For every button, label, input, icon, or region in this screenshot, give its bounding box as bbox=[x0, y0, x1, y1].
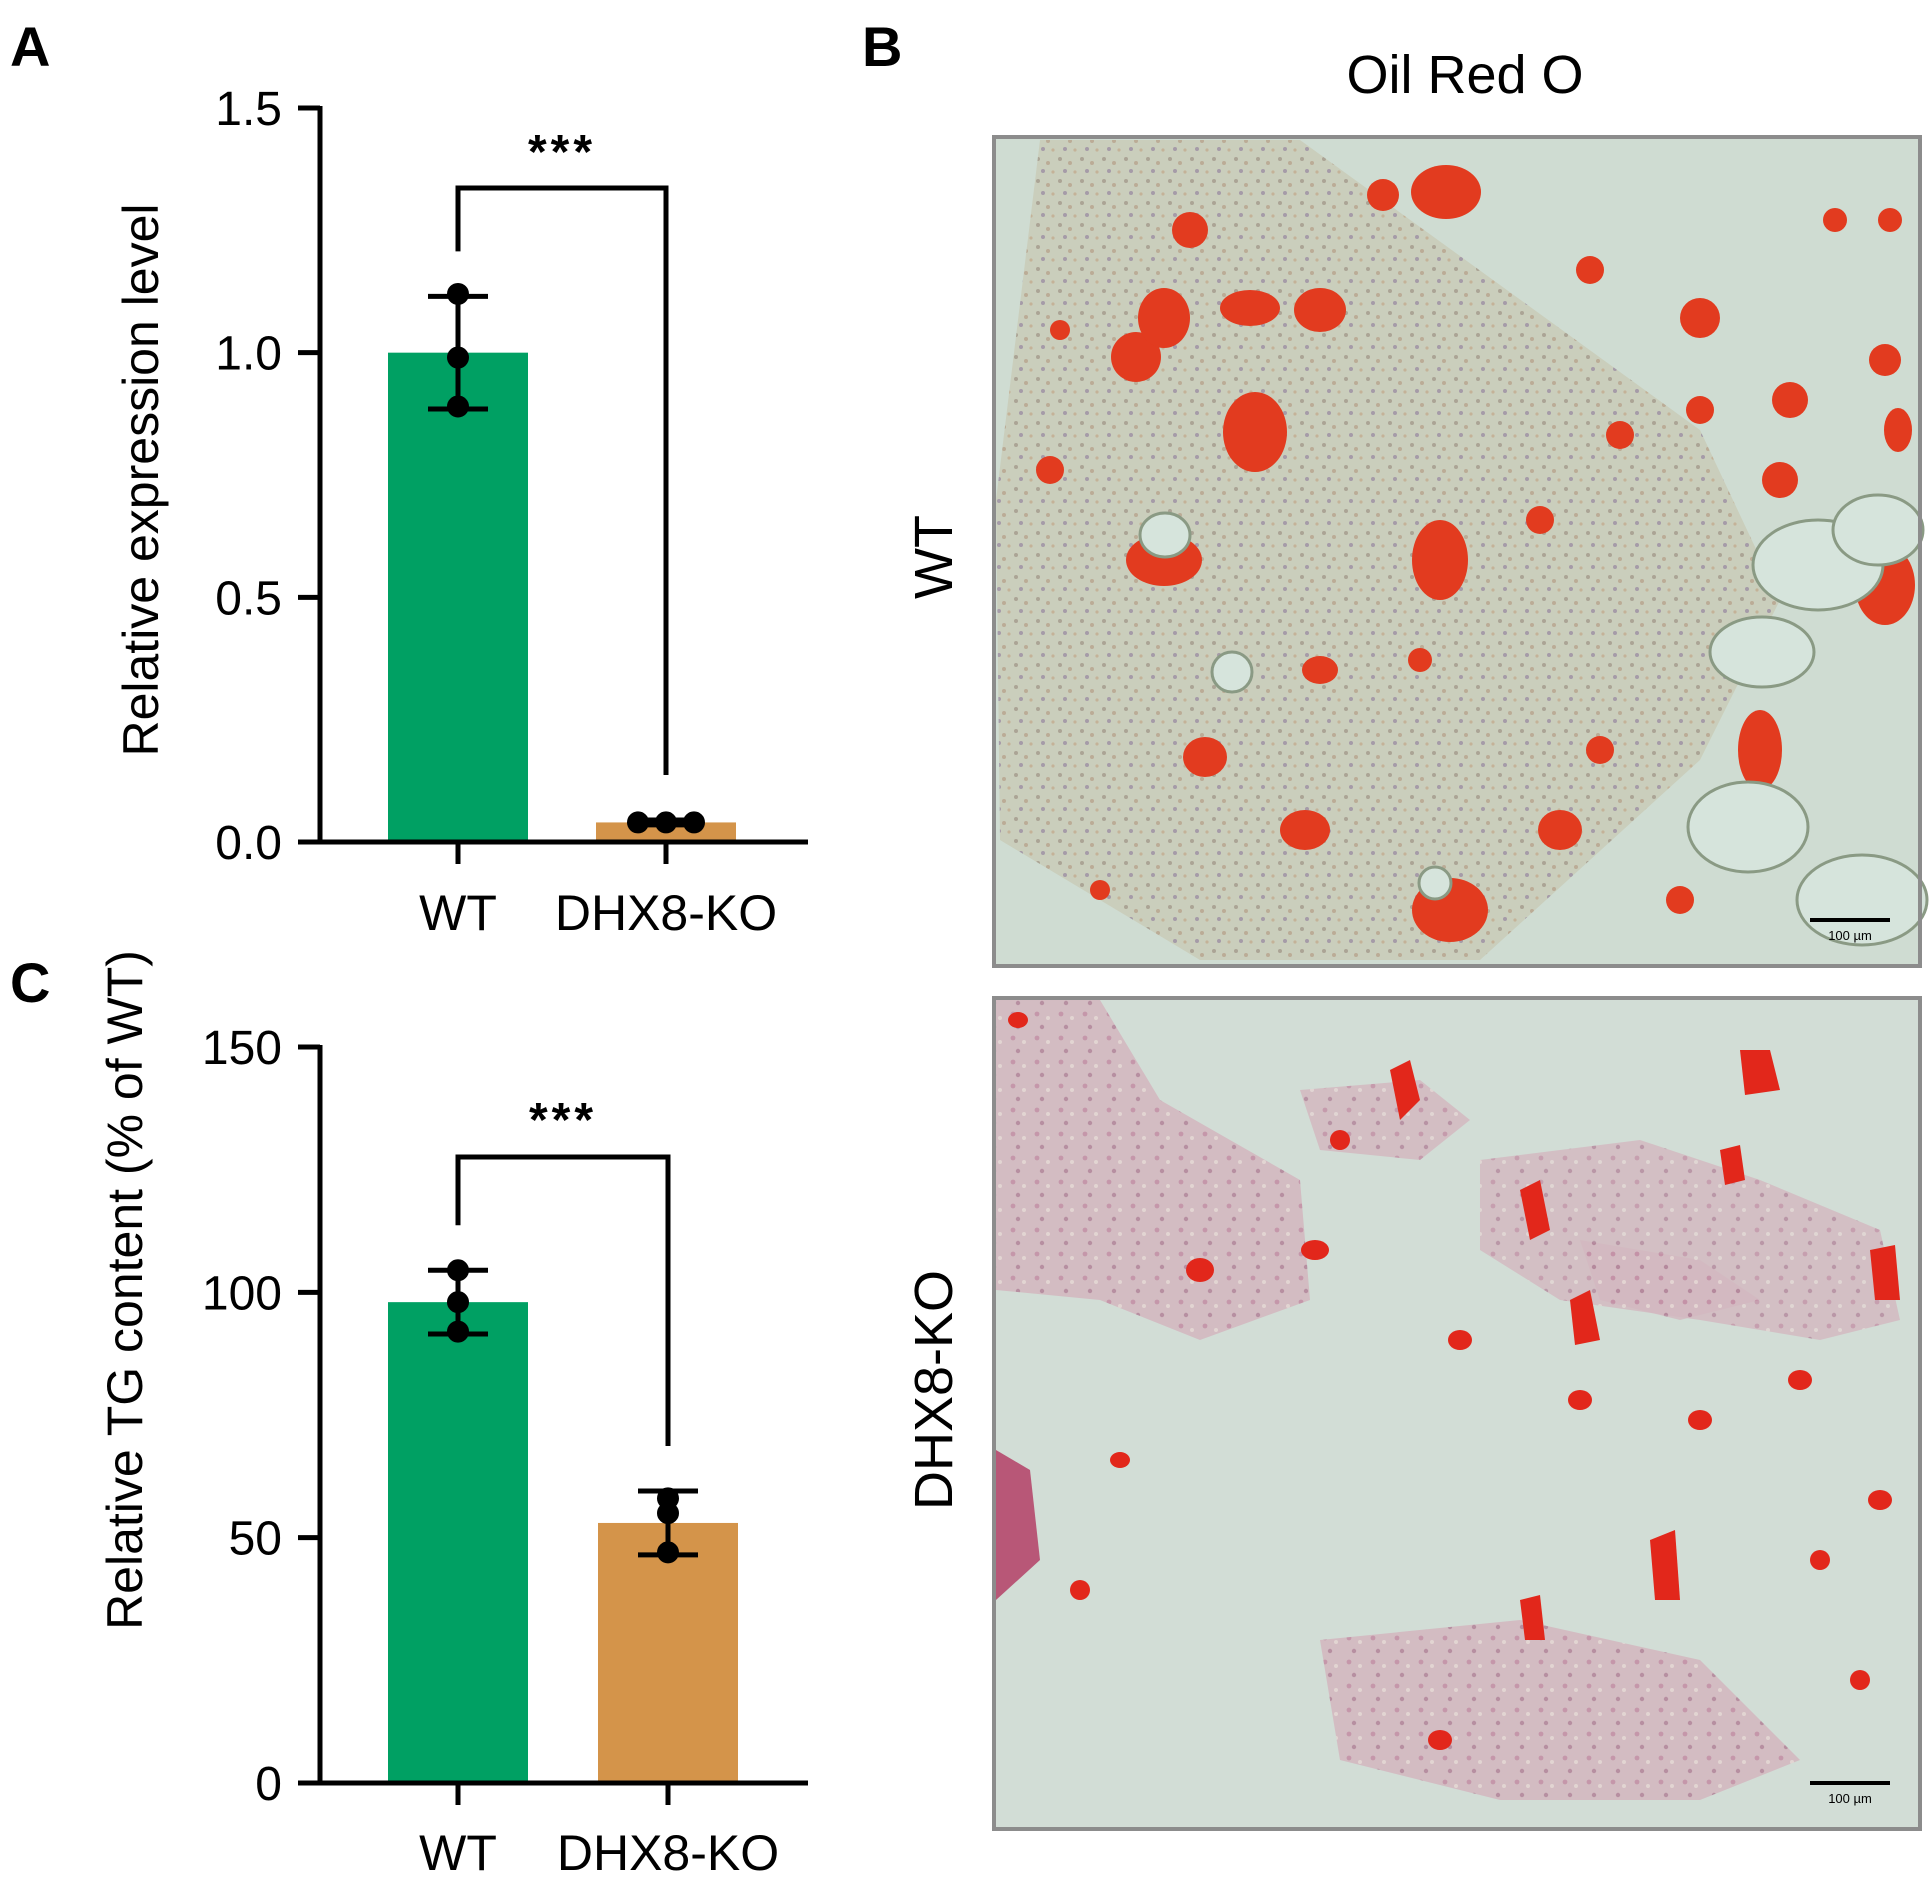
chart-a-data-point bbox=[447, 395, 469, 418]
chart-a-bar-wt bbox=[388, 352, 528, 842]
chart-c-ytick-label: 100 bbox=[202, 1267, 282, 1320]
chart-a: Relative expression level 0.0 0.5 1.0 1.5 WT… bbox=[113, 83, 808, 941]
chart-c-significance-label: *** bbox=[529, 1094, 597, 1147]
oil-red-o-panel: Oil Red O WT DHX8-KO bbox=[904, 45, 1929, 1831]
chart-c-ytick-label: 50 bbox=[229, 1513, 282, 1566]
micrograph-wt: 100 µm bbox=[992, 135, 1929, 968]
chart-c-ytick-label: 0 bbox=[255, 1758, 282, 1811]
chart-a-ytick-label: 0.5 bbox=[215, 572, 282, 625]
scale-bar-label-wt: 100 µm bbox=[1828, 928, 1872, 943]
chart-c-data-point bbox=[447, 1291, 469, 1314]
empty-vacuoles-wt bbox=[1138, 493, 1929, 947]
chart-c-data-point bbox=[447, 1320, 469, 1343]
row-label-dhx8-ko: DHX8-KO bbox=[904, 1270, 964, 1510]
chart-c-bar-wt bbox=[388, 1302, 528, 1783]
scale-bar-label-dhx8-ko: 100 µm bbox=[1828, 1791, 1872, 1806]
scale-bar-dhx8-ko: 100 µm bbox=[1810, 1781, 1890, 1806]
chart-a-data-point bbox=[447, 282, 469, 305]
chart-c-significance-bracket bbox=[455, 1154, 671, 1447]
scale-bar-wt: 100 µm bbox=[1810, 918, 1890, 943]
panel-letter-b: B bbox=[862, 15, 902, 78]
chart-a-significance-label: *** bbox=[528, 126, 596, 179]
chart-c: Relative TG content (% of WT) 0 50 100 150 W… bbox=[97, 950, 808, 1881]
chart-c-ylabel: Relative TG content (% of WT) bbox=[97, 950, 153, 1630]
chart-a-category-label: WT bbox=[419, 885, 497, 941]
chart-c-category-label: DHX8-KO bbox=[557, 1825, 779, 1881]
chart-a-data-point bbox=[447, 346, 469, 369]
chart-a-data-point bbox=[683, 811, 705, 834]
chart-a-data-point bbox=[627, 811, 649, 834]
chart-a-ytick-label: 0.0 bbox=[215, 817, 282, 870]
chart-c-bar-dhx8-ko bbox=[598, 1522, 738, 1783]
oil-red-o-title: Oil Red O bbox=[1346, 45, 1583, 105]
chart-a-ytick-label: 1.0 bbox=[215, 328, 282, 381]
chart-a-ylabel: Relative expression level bbox=[113, 203, 169, 756]
chart-a-data-point bbox=[655, 811, 677, 834]
panel-letter-c: C bbox=[10, 951, 50, 1014]
chart-c-data-point bbox=[657, 1541, 679, 1564]
chart-c-ytick-label: 150 bbox=[202, 1022, 282, 1075]
chart-a-significance-bracket bbox=[455, 185, 669, 775]
chart-c-category-label: WT bbox=[419, 1825, 497, 1881]
chart-c-data-point bbox=[447, 1259, 469, 1282]
row-label-wt: WT bbox=[904, 515, 964, 599]
micrograph-dhx8-ko: 100 µm bbox=[992, 996, 1922, 1831]
lipid-deposits-ko bbox=[1008, 1012, 1900, 1750]
chart-a-category-label: DHX8-KO bbox=[555, 885, 777, 941]
chart-c-data-point bbox=[657, 1502, 679, 1525]
chart-a-ytick-label: 1.5 bbox=[215, 83, 282, 136]
panel-letter-a: A bbox=[10, 15, 50, 78]
